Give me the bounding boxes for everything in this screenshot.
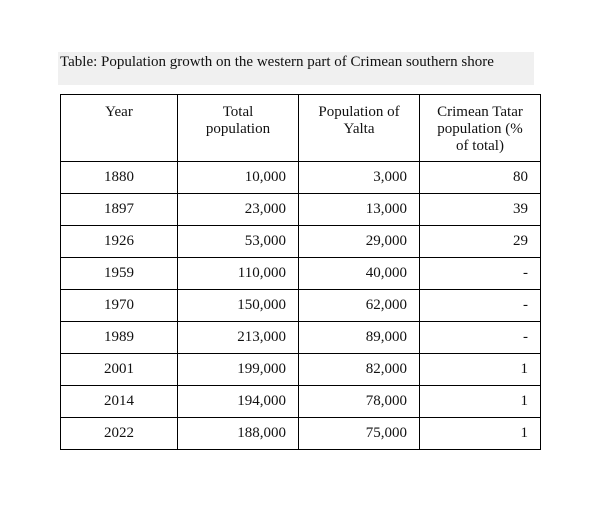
cell-population-of-yalta: 75,000 <box>298 417 420 450</box>
cell-crimean-tatar-percent: - <box>419 321 541 354</box>
cell-population-of-yalta: 40,000 <box>298 257 420 290</box>
cell-total-population: 213,000 <box>177 321 299 354</box>
population-table: Year Total population Population of Yalt… <box>60 94 541 450</box>
cell-population-of-yalta: 78,000 <box>298 385 420 418</box>
table-row: 2014 194,000 78,000 1 <box>60 385 541 418</box>
table-row: 1989 213,000 89,000 - <box>60 321 541 354</box>
cell-crimean-tatar-percent: 80 <box>419 161 541 194</box>
cell-total-population: 110,000 <box>177 257 299 290</box>
table-row: 1970 150,000 62,000 - <box>60 289 541 322</box>
cell-year: 1970 <box>60 289 178 322</box>
cell-total-population: 53,000 <box>177 225 299 258</box>
header-crimean-tatar-percent: Crimean Tatar population (% of total) <box>419 94 541 162</box>
cell-population-of-yalta: 3,000 <box>298 161 420 194</box>
header-year: Year <box>60 94 178 162</box>
header-total-population: Total population <box>177 94 299 162</box>
cell-crimean-tatar-percent: 1 <box>419 417 541 450</box>
cell-crimean-tatar-percent: 1 <box>419 385 541 418</box>
cell-year: 2022 <box>60 417 178 450</box>
cell-year: 1989 <box>60 321 178 354</box>
cell-population-of-yalta: 13,000 <box>298 193 420 226</box>
cell-crimean-tatar-percent: - <box>419 289 541 322</box>
cell-population-of-yalta: 29,000 <box>298 225 420 258</box>
cell-crimean-tatar-percent: 1 <box>419 353 541 386</box>
cell-total-population: 10,000 <box>177 161 299 194</box>
cell-population-of-yalta: 89,000 <box>298 321 420 354</box>
cell-year: 2001 <box>60 353 178 386</box>
cell-total-population: 23,000 <box>177 193 299 226</box>
table-row: 1926 53,000 29,000 29 <box>60 225 541 258</box>
cell-crimean-tatar-percent: 39 <box>419 193 541 226</box>
cell-year: 1926 <box>60 225 178 258</box>
cell-year: 2014 <box>60 385 178 418</box>
table-caption: Table: Population growth on the western … <box>58 52 534 85</box>
header-row: Year Total population Population of Yalt… <box>60 94 541 162</box>
header-population-of-yalta: Population of Yalta <box>298 94 420 162</box>
table-row: 2022 188,000 75,000 1 <box>60 417 541 450</box>
cell-total-population: 199,000 <box>177 353 299 386</box>
cell-total-population: 150,000 <box>177 289 299 322</box>
cell-total-population: 194,000 <box>177 385 299 418</box>
table-row: 2001 199,000 82,000 1 <box>60 353 541 386</box>
cell-year: 1959 <box>60 257 178 290</box>
table-row: 1897 23,000 13,000 39 <box>60 193 541 226</box>
cell-year: 1897 <box>60 193 178 226</box>
cell-crimean-tatar-percent: - <box>419 257 541 290</box>
cell-year: 1880 <box>60 161 178 194</box>
cell-total-population: 188,000 <box>177 417 299 450</box>
table-row: 1880 10,000 3,000 80 <box>60 161 541 194</box>
table-row: 1959 110,000 40,000 - <box>60 257 541 290</box>
cell-crimean-tatar-percent: 29 <box>419 225 541 258</box>
cell-population-of-yalta: 82,000 <box>298 353 420 386</box>
cell-population-of-yalta: 62,000 <box>298 289 420 322</box>
